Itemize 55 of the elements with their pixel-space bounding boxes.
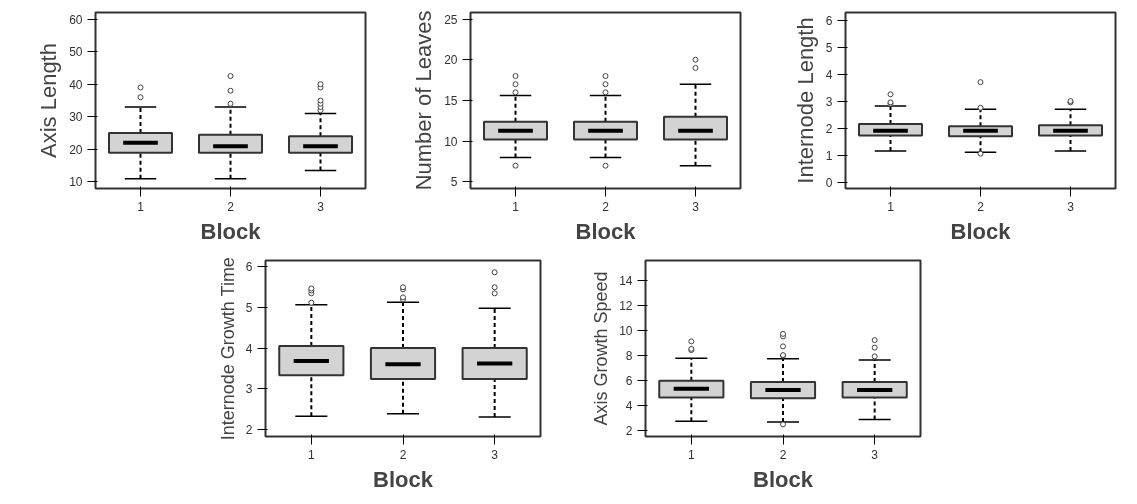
x-tick-label: 2 bbox=[399, 447, 407, 462]
y-axis-title: Internode Length bbox=[792, 17, 818, 184]
y-tick-label: 60 bbox=[69, 12, 83, 27]
x-tick-label: 1 bbox=[512, 199, 520, 214]
y-tick-label: 25 bbox=[444, 12, 458, 27]
y-tick-label: 1 bbox=[825, 148, 833, 163]
y-tick-label: 3 bbox=[825, 94, 833, 109]
x-tick-label: 2 bbox=[227, 199, 235, 214]
x-tick-label: 1 bbox=[688, 447, 695, 462]
x-tick-label: 3 bbox=[692, 199, 700, 214]
y-tick-label: 2 bbox=[245, 422, 253, 437]
x-tick-label: 1 bbox=[887, 199, 895, 214]
y-tick-label: 10 bbox=[69, 175, 83, 190]
y-tick-label: 4 bbox=[825, 67, 833, 82]
y-tick-label: 2 bbox=[625, 423, 633, 438]
x-tick-label: 3 bbox=[1067, 199, 1075, 214]
y-axis-title: Axis Growth Speed bbox=[591, 271, 612, 426]
x-tick-label: 2 bbox=[602, 199, 610, 214]
y-tick-label: 6 bbox=[245, 260, 253, 275]
x-axis-title: Block bbox=[950, 218, 1012, 244]
y-tick-label: 14 bbox=[619, 273, 633, 288]
x-tick-label: 2 bbox=[779, 447, 787, 462]
x-tick-label: 3 bbox=[317, 199, 325, 214]
x-tick-label: 3 bbox=[871, 447, 879, 462]
y-tick-label: 4 bbox=[625, 398, 633, 413]
y-tick-label: 10 bbox=[619, 323, 633, 338]
y-tick-label: 2 bbox=[825, 121, 833, 136]
x-axis-title: Block bbox=[200, 218, 262, 244]
y-tick-label: 15 bbox=[444, 94, 458, 108]
y-tick-label: 8 bbox=[625, 348, 633, 363]
y-tick-label: 5 bbox=[450, 175, 458, 190]
y-tick-label: 5 bbox=[825, 40, 833, 55]
y-axis-title: Axis Length bbox=[36, 43, 62, 158]
y-tick-label: 0 bbox=[825, 175, 833, 190]
y-tick-label: 12 bbox=[619, 298, 633, 313]
y-tick-label: 20 bbox=[69, 142, 83, 157]
y-tick-label: 10 bbox=[444, 134, 458, 149]
x-tick-label: 2 bbox=[977, 199, 985, 214]
y-tick-label: 5 bbox=[245, 301, 253, 316]
y-tick-label: 40 bbox=[69, 77, 83, 92]
y-axis-title: Number of Leaves bbox=[411, 10, 437, 191]
x-axis-title: Block bbox=[373, 466, 434, 492]
y-tick-label: 3 bbox=[245, 382, 253, 397]
y-tick-label: 6 bbox=[625, 373, 633, 388]
y-tick-label: 30 bbox=[69, 110, 83, 125]
y-tick-label: 6 bbox=[825, 13, 833, 28]
x-tick-label: 1 bbox=[137, 199, 145, 214]
x-axis-title: Block bbox=[575, 218, 637, 244]
y-axis-title: Internode Growth Time bbox=[217, 257, 238, 441]
x-tick-label: 1 bbox=[308, 447, 315, 462]
y-tick-label: 20 bbox=[444, 53, 458, 68]
x-tick-label: 3 bbox=[491, 447, 499, 462]
y-tick-label: 4 bbox=[245, 341, 253, 356]
y-tick-label: 50 bbox=[69, 45, 83, 60]
x-axis-title: Block bbox=[753, 466, 814, 492]
